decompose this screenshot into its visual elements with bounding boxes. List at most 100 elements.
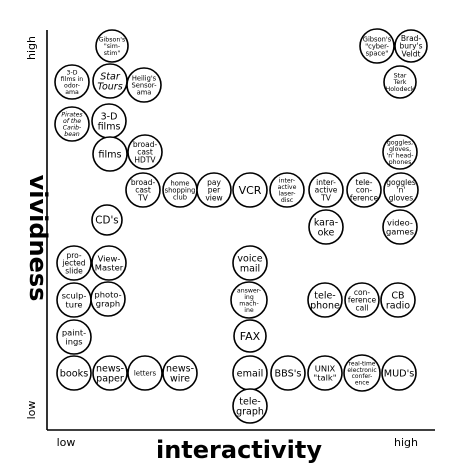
node-projected-slide: pro-jected slide [56, 245, 92, 281]
node-label-line: stim" [104, 50, 121, 57]
node-circle-star-trek-holodeck [383, 65, 417, 99]
node-star-trek-holodeck: Star Terk Holodeck [383, 65, 417, 99]
node-label-line: home [170, 179, 189, 187]
node-circle-karaoke [308, 209, 344, 245]
node-label-line: Master [95, 262, 124, 272]
node-pay-per-view: pay per view [196, 172, 232, 208]
node-label-line: laser- [279, 190, 296, 197]
node-realtime-electronic-conference: real-time electronic confer-ence [343, 354, 381, 392]
node-label-email: email [237, 368, 264, 379]
node-label-line: con- [354, 288, 370, 297]
node-label-line: ings [65, 336, 82, 346]
node-3d-films-in-odorama: 3-D films in odor-ama [54, 64, 90, 100]
node-cb-radio: CB radio [380, 282, 416, 318]
node-circle-interactive-laser-disc [269, 172, 305, 208]
node-cds: CD's [91, 204, 123, 236]
node-circle-view-master [91, 245, 127, 281]
node-circle-cb-radio [380, 282, 416, 318]
node-circle-bradburys-veldt [394, 29, 428, 63]
node-label-line: inter- [279, 177, 295, 184]
node-label-projected-slide: pro-jected slide [61, 251, 85, 276]
node-circle-videogames [382, 209, 418, 245]
node-circle-broadcast-hdtv [127, 134, 163, 170]
node-circle-newswire [162, 355, 198, 391]
node-label-line: space" [366, 49, 389, 57]
node-vcr: VCR [232, 172, 268, 208]
node-label-heiligs-sensorama: Heilig's Sensor-ama [132, 74, 158, 96]
node-label-teleconference: tele-con-ference [350, 178, 379, 203]
node-label-line: Gibson's [99, 37, 126, 44]
node-label-line: Terk [393, 79, 407, 86]
node-label-line: ference [350, 194, 379, 203]
node-label-line: 'n' [397, 186, 406, 195]
node-3d-films: 3-D films [91, 103, 127, 139]
node-label-films: films [98, 149, 121, 160]
node-label-home-shopping-club: home shopping club [165, 179, 196, 201]
node-label-line: 3-D [67, 69, 78, 76]
node-label-line: 'n' head- [387, 152, 414, 159]
node-circle-photograph [90, 281, 126, 317]
node-gibsons-cyberspace: Gibson's "cyber-space" [359, 28, 395, 64]
node-star-tours: Star Tours [92, 63, 128, 99]
node-label-line: Pirates [61, 110, 83, 118]
node-label-line: Holodeck [386, 86, 415, 93]
nodes-layer: Gibson's "sim-stim"3-D films in odor-amaSta… [54, 28, 428, 424]
node-videogames: video-games [382, 209, 418, 245]
node-circle-3d-films-in-odorama [54, 64, 90, 100]
node-label-line: HDTV [134, 156, 156, 165]
node-label-line: TV [320, 194, 332, 203]
node-circle-telephone [307, 282, 343, 318]
node-label-bbss: BBS's [275, 368, 302, 379]
node-circle-pirates-of-the-caribbean [54, 106, 90, 142]
node-label-line: books [60, 368, 89, 379]
node-label-line: ama [65, 89, 79, 96]
node-circle-pay-per-view [196, 172, 232, 208]
node-newswire: news-wire [162, 355, 198, 391]
node-label-vcr: VCR [239, 184, 262, 197]
node-label-line: UNIX [315, 364, 336, 374]
node-label-line: bean [64, 131, 80, 138]
node-label-line: films [98, 149, 121, 160]
node-label-line: View- [98, 254, 121, 264]
node-label-telegraph: tele-graph [236, 396, 264, 417]
node-label-line: pay [207, 178, 221, 187]
node-label-line: Sensor- [132, 81, 158, 89]
node-newspaper: news-paper [92, 355, 128, 391]
node-label-line: CB [391, 290, 404, 301]
node-label-line: goggles [386, 178, 416, 187]
node-label-line: phones [389, 159, 412, 166]
node-teleconference: tele-con-ference [346, 172, 382, 208]
node-label-muds: MUD's [384, 368, 415, 379]
node-label-line: ence [355, 379, 370, 386]
node-voice-mail: voice mail [232, 245, 268, 281]
node-label-star-trek-holodeck: Star Terk Holodeck [386, 73, 415, 93]
node-muds: MUD's [381, 355, 417, 391]
x-axis-low-label: low [57, 436, 76, 449]
node-label-line: films [98, 121, 121, 132]
node-label-line: graph [236, 406, 264, 417]
node-photograph: photo-graph [90, 281, 126, 317]
node-label-pirates-of-the-caribbean: Pirates of the Carib-bean [61, 110, 83, 138]
node-label-line: CD's [95, 215, 118, 227]
node-gibsons-sim-stim: Gibson's "sim-stim" [95, 29, 129, 63]
node-label-broadcast-tv: broad-cast TV [131, 178, 156, 203]
node-heiligs-sensorama: Heilig's Sensor-ama [126, 67, 162, 103]
node-bradburys-veldt: Brad-bury's Veldt [394, 29, 428, 63]
x-axis-high-label: high [394, 436, 418, 449]
node-label-cds: CD's [95, 215, 118, 227]
y-axis-high-label: high [25, 36, 38, 60]
node-label-view-master: View-Master [95, 254, 124, 273]
node-label-line: tele- [314, 290, 335, 301]
node-circle-unix-talk [307, 355, 343, 391]
node-label-line: mach- [239, 300, 258, 307]
node-label-line: letters [134, 369, 157, 377]
node-label-line: goggles, [387, 139, 413, 146]
node-pirates-of-the-caribbean: Pirates of the Carib-bean [54, 106, 90, 142]
node-circle-vcr [232, 172, 268, 208]
node-label-broadcast-hdtv: broad-cast HDTV [133, 140, 158, 165]
node-broadcast-hdtv: broad-cast HDTV [127, 134, 163, 170]
node-circle-books [56, 355, 92, 391]
node-label-interactive-laser-disc: inter-active laser-disc [278, 177, 297, 204]
node-circle-voice-mail [232, 245, 268, 281]
